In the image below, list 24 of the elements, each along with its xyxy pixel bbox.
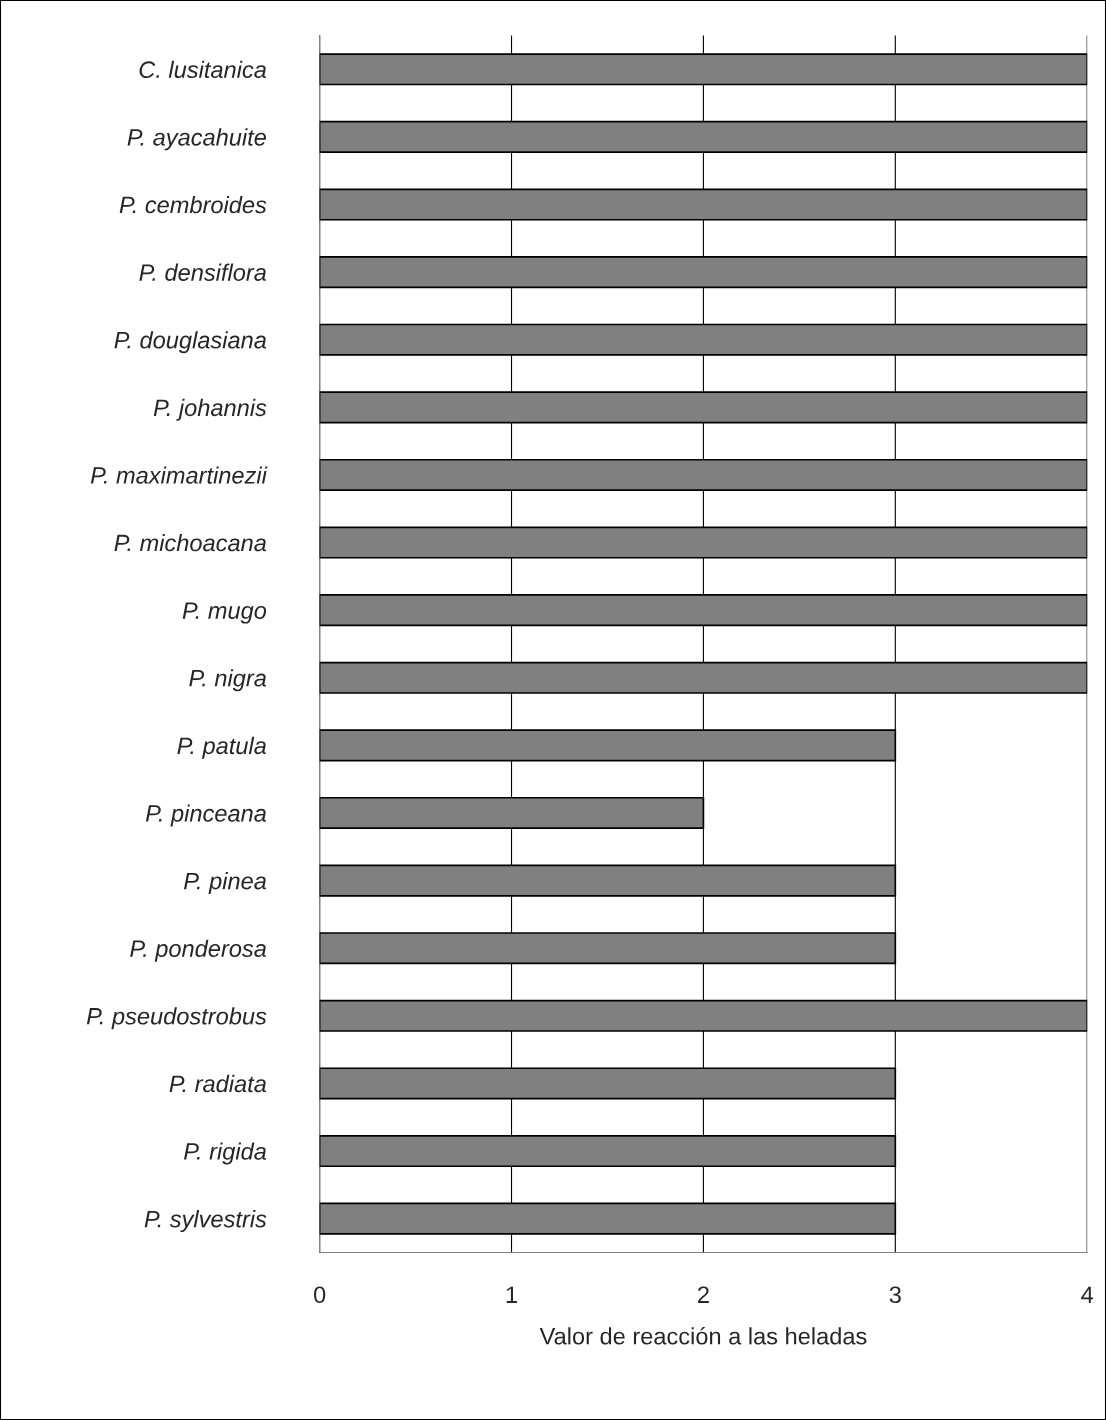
x-tick-label: 0 bbox=[313, 1286, 326, 1304]
x-axis-title: Valor de reacción a las heladas bbox=[539, 1326, 867, 1345]
y-tick-label: P. nigra bbox=[189, 669, 267, 692]
y-tick-label: P. pinea bbox=[183, 872, 267, 895]
y-tick-label: P. maximartinezii bbox=[90, 466, 268, 484]
y-tick-label: P. radiata bbox=[169, 1074, 267, 1093]
y-tick-label: P. ayacahuite bbox=[127, 128, 266, 151]
y-tick-label: P. mugo bbox=[182, 602, 267, 624]
y-tick-label: P. pinceana bbox=[145, 804, 267, 827]
y-tick-label: P. ponderosa bbox=[130, 939, 267, 962]
x-tick-label: 1 bbox=[506, 1286, 517, 1303]
y-tick-label: P. pseudostrobus bbox=[86, 1007, 267, 1030]
y-tick-label: C. lusitanica bbox=[139, 60, 267, 79]
y-tick-label: P. patula bbox=[177, 736, 267, 759]
x-tick-label: 3 bbox=[889, 1286, 901, 1304]
y-tick-label: P. cembroides bbox=[119, 195, 267, 214]
y-tick-label: P. michoacana bbox=[114, 534, 267, 552]
y-tick-label: P. densiflora bbox=[139, 263, 267, 281]
x-tick-label: 4 bbox=[1081, 1286, 1094, 1303]
x-tick-label: 2 bbox=[698, 1286, 709, 1303]
y-tick-label: P. johannis bbox=[153, 398, 267, 421]
y-tick-label: P. sylvestris bbox=[144, 1210, 267, 1233]
y-tick-label: P. rigida bbox=[184, 1142, 267, 1165]
y-tick-label: P. douglasiana bbox=[114, 331, 267, 354]
